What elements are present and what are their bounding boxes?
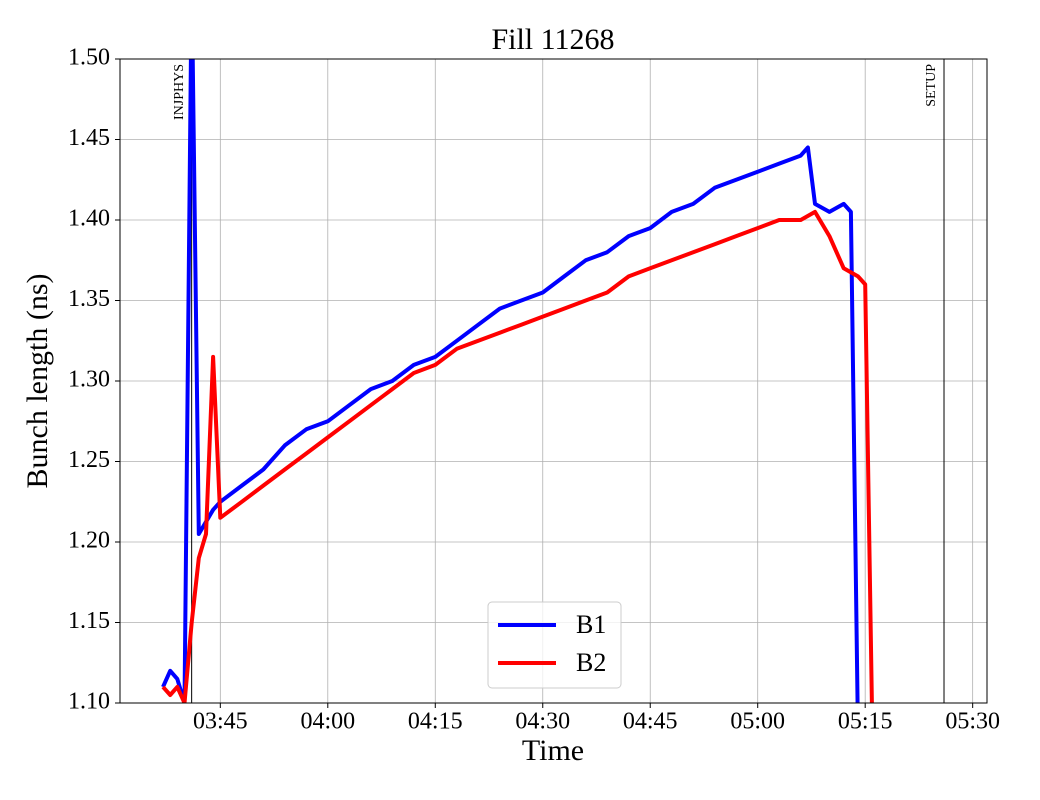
y-tick-label: 1.50 — [68, 45, 110, 71]
plot-area — [161, 59, 945, 703]
y-tick-label: 1.45 — [68, 125, 110, 151]
x-axis-label: Time — [522, 734, 584, 767]
annotation-label: SETUP — [924, 64, 939, 107]
chart-title: Fill 11268 — [491, 23, 614, 56]
y-tick-label: 1.30 — [68, 367, 110, 393]
x-tick-label: 04:45 — [623, 709, 678, 735]
y-tick-label: 1.10 — [68, 689, 110, 715]
x-tick-label: 05:15 — [838, 709, 893, 735]
y-tick-label: 1.25 — [68, 447, 110, 473]
legend-label: B1 — [576, 610, 606, 639]
x-tick-label: 05:00 — [730, 709, 785, 735]
x-tick-label: 05:30 — [945, 709, 1000, 735]
x-tick-label: 04:00 — [300, 709, 355, 735]
series-line — [161, 209, 874, 703]
x-tick-label: 04:30 — [515, 709, 570, 735]
y-tick-label: 1.20 — [68, 528, 110, 554]
y-tick-label: 1.35 — [68, 286, 110, 312]
plot-frame — [119, 58, 988, 704]
legend-label: B2 — [576, 648, 606, 677]
y-tick-label: 1.15 — [68, 608, 110, 634]
y-axis-label: Bunch length (ns) — [21, 274, 54, 489]
y-tick-label: 1.40 — [68, 206, 110, 232]
annotation-label: INJPHYS — [172, 64, 187, 120]
x-tick-label: 03:45 — [193, 709, 248, 735]
x-tick-label: 04:15 — [408, 709, 463, 735]
